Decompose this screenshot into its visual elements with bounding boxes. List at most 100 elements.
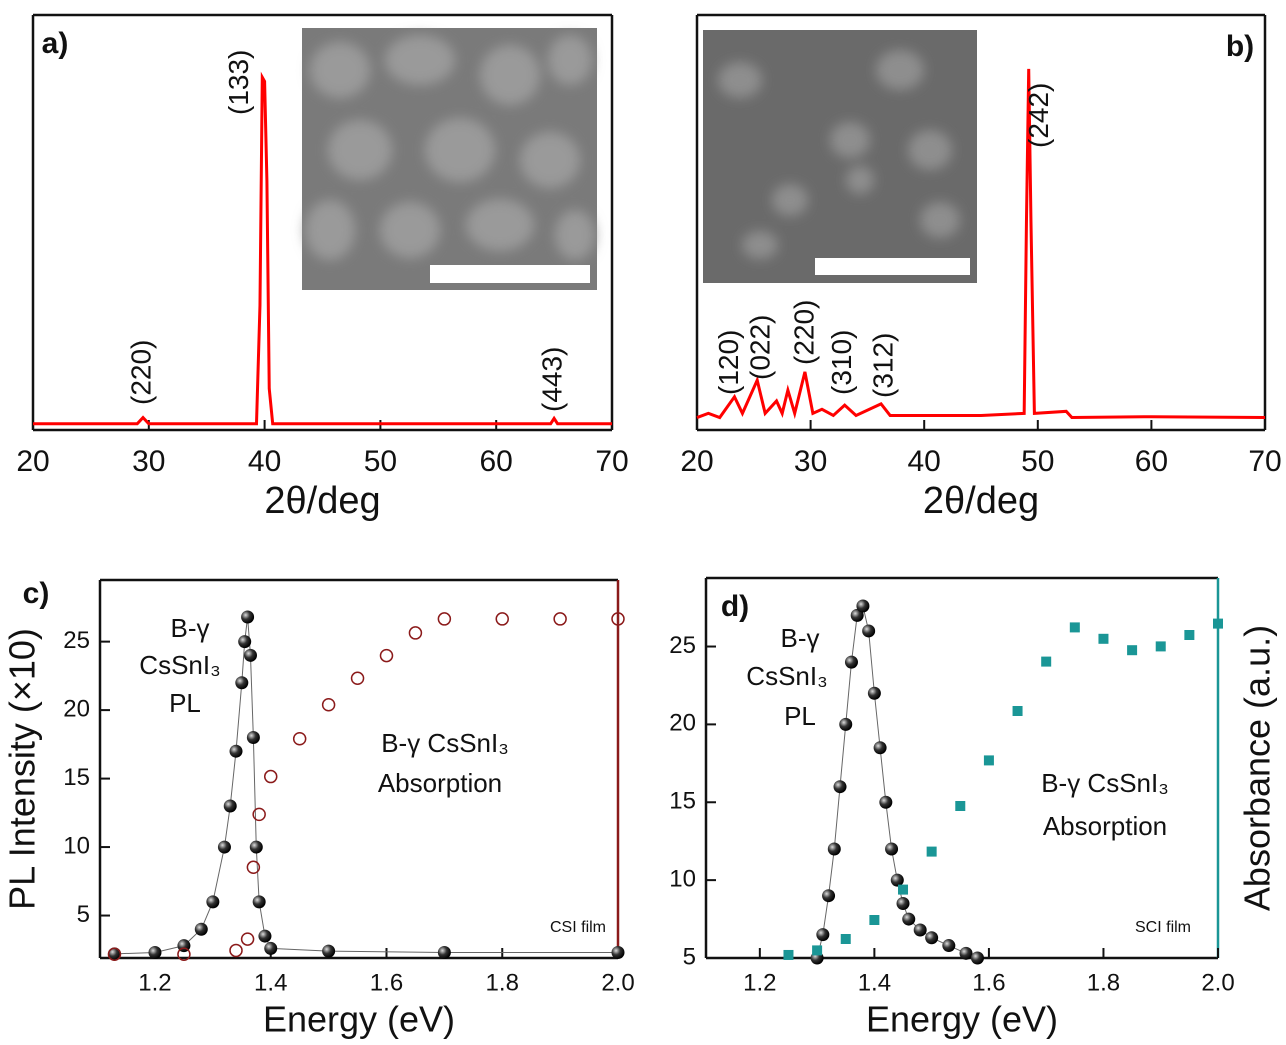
marker bbox=[862, 624, 875, 637]
peak-label: (443) bbox=[536, 347, 567, 412]
y2-axis-label: Absorbance (a.u.) bbox=[1237, 625, 1278, 911]
x-tick-label: 50 bbox=[1021, 445, 1054, 478]
marker bbox=[148, 946, 161, 959]
y-tick-label: 10 bbox=[63, 832, 90, 859]
x-tick-label: 40 bbox=[248, 445, 281, 478]
peak-label: (022) bbox=[745, 315, 776, 380]
peak-label: (220) bbox=[788, 300, 819, 365]
marker bbox=[879, 796, 892, 809]
peak-label: (242) bbox=[1023, 83, 1054, 148]
y-tick-label: 20 bbox=[63, 695, 90, 722]
marker bbox=[942, 939, 955, 952]
marker bbox=[195, 923, 208, 936]
y-tick-label: 10 bbox=[669, 865, 696, 892]
marker bbox=[554, 613, 566, 625]
marker bbox=[841, 934, 851, 944]
x-tick-label: 30 bbox=[794, 445, 827, 478]
marker bbox=[1070, 622, 1080, 632]
marker bbox=[258, 930, 271, 943]
marker bbox=[1213, 619, 1223, 629]
x-tick-label: 30 bbox=[132, 445, 165, 478]
figure: 20 30 40 50 60 70 2θ/deg a) (220) (133) (443) 20 30 4… bbox=[0, 0, 1286, 1045]
marker bbox=[960, 947, 973, 960]
annotation: PL bbox=[169, 688, 201, 718]
marker bbox=[984, 755, 994, 765]
marker bbox=[253, 895, 266, 908]
x-axis-label: Energy (eV) bbox=[263, 999, 455, 1040]
marker bbox=[845, 656, 858, 669]
marker bbox=[244, 649, 257, 662]
x-tick-label: 1.8 bbox=[486, 970, 519, 997]
annotation: Absorption bbox=[378, 768, 502, 798]
panel-label: a) bbox=[42, 27, 69, 60]
marker bbox=[224, 799, 237, 812]
marker bbox=[206, 895, 219, 908]
peak-label: (120) bbox=[713, 330, 744, 395]
marker bbox=[496, 613, 508, 625]
annotation: B-γ CsSnI₃ bbox=[381, 728, 509, 758]
marker bbox=[238, 635, 251, 648]
x-tick-label: 1.2 bbox=[138, 970, 171, 997]
annotation: CsSnI₃ bbox=[139, 650, 220, 680]
marker bbox=[230, 745, 243, 758]
peak-label: (133) bbox=[223, 50, 254, 115]
peak-label: (312) bbox=[867, 333, 898, 398]
x-tick-label: 20 bbox=[680, 445, 713, 478]
marker bbox=[323, 699, 335, 711]
marker bbox=[1041, 657, 1051, 667]
marker bbox=[856, 600, 869, 613]
marker bbox=[834, 780, 847, 793]
marker bbox=[409, 627, 421, 639]
marker bbox=[927, 847, 937, 857]
x-tick-label: 2.0 bbox=[1201, 970, 1234, 997]
x-tick-label: 1.4 bbox=[254, 970, 287, 997]
marker bbox=[380, 650, 392, 662]
marker bbox=[235, 676, 248, 689]
marker bbox=[812, 945, 822, 955]
y-tick-label: 5 bbox=[683, 943, 696, 970]
x-tick-label: 20 bbox=[16, 445, 49, 478]
x-tick-label: 1.4 bbox=[858, 970, 891, 997]
x-tick-label: 70 bbox=[1248, 445, 1281, 478]
x-tick-label: 70 bbox=[595, 445, 628, 478]
marker bbox=[1184, 630, 1194, 640]
x-axis-label: 2θ/deg bbox=[923, 480, 1039, 522]
marker bbox=[1098, 634, 1108, 644]
annotation: Absorption bbox=[1043, 811, 1167, 841]
marker bbox=[885, 842, 898, 855]
marker bbox=[914, 923, 927, 936]
marker bbox=[868, 687, 881, 700]
marker bbox=[250, 841, 263, 854]
marker bbox=[902, 913, 915, 926]
sem-inset-b bbox=[703, 30, 977, 283]
x-tick-label: 40 bbox=[908, 445, 941, 478]
marker bbox=[612, 946, 625, 959]
x-axis-label: Energy (eV) bbox=[866, 999, 1058, 1040]
marker bbox=[828, 842, 841, 855]
marker bbox=[839, 718, 852, 731]
panel-label: c) bbox=[23, 577, 50, 610]
marker bbox=[1013, 706, 1023, 716]
annotation: CsSnI₃ bbox=[746, 661, 827, 691]
y-tick-label: 20 bbox=[669, 710, 696, 737]
marker bbox=[869, 915, 879, 925]
annotation: B-γ bbox=[171, 613, 210, 643]
marker bbox=[874, 741, 887, 754]
y-tick-label: 5 bbox=[77, 901, 90, 928]
x-tick-label: 1.6 bbox=[370, 970, 403, 997]
x-axis-label: 2θ/deg bbox=[264, 480, 380, 522]
x-tick-label: 60 bbox=[1135, 445, 1168, 478]
panel-label: d) bbox=[721, 590, 749, 623]
marker bbox=[241, 610, 254, 623]
y-axis-label: PL Intensity (×10) bbox=[2, 628, 43, 910]
y-tick-label: 25 bbox=[669, 632, 696, 659]
x-tick-label: 1.2 bbox=[743, 970, 776, 997]
marker bbox=[898, 885, 908, 895]
annotation: PL bbox=[784, 701, 816, 731]
marker bbox=[897, 897, 910, 910]
page: {"chart_data":[ {"type":"line","panel_la… bbox=[0, 0, 1286, 1045]
y-tick-label: 25 bbox=[63, 627, 90, 654]
x-tick-label: 1.8 bbox=[1087, 970, 1120, 997]
